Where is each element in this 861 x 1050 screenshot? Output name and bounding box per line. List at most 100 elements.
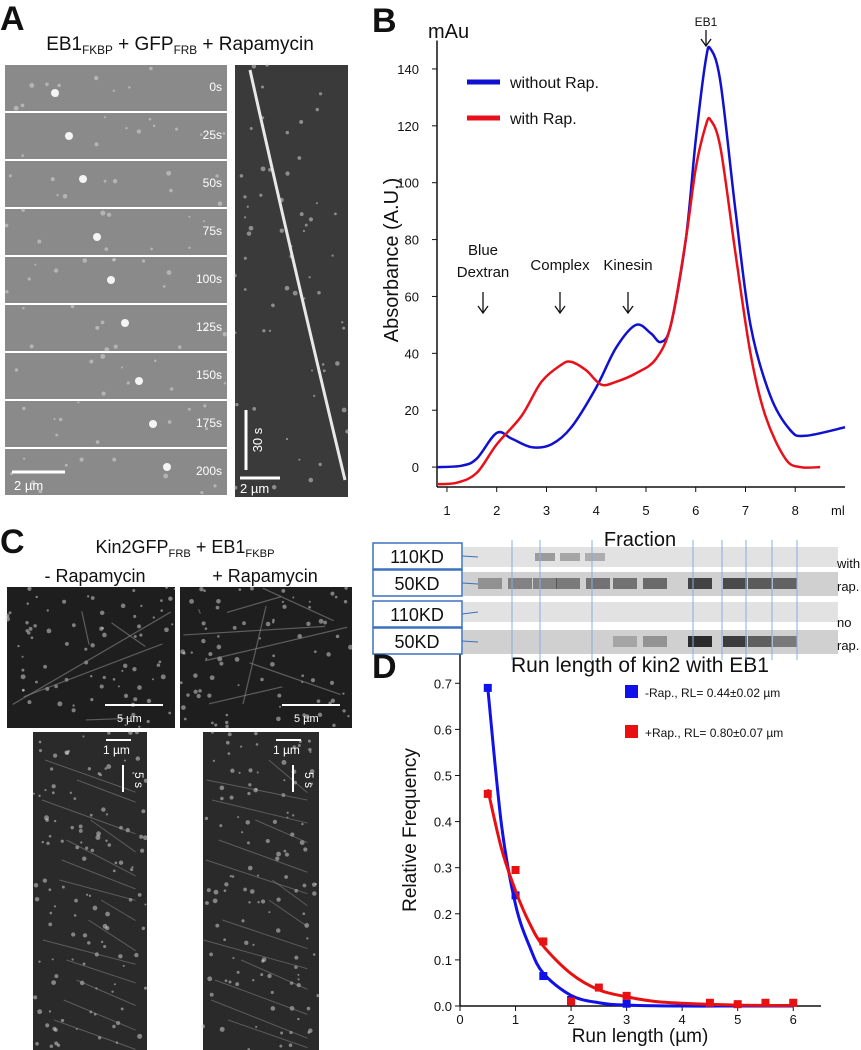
speckle bbox=[310, 782, 314, 785]
x-tick-label: 0 bbox=[456, 1012, 463, 1027]
annotation: Kinesin bbox=[603, 257, 652, 274]
speckle bbox=[212, 898, 218, 904]
speckle bbox=[133, 697, 138, 702]
filament bbox=[183, 625, 326, 636]
speckle bbox=[118, 954, 123, 959]
y-tick-label: 140 bbox=[397, 62, 419, 77]
speckle bbox=[281, 793, 286, 797]
micrograph bbox=[5, 353, 227, 399]
speckle bbox=[253, 787, 258, 793]
speckle bbox=[216, 375, 220, 378]
kymo-streak bbox=[268, 899, 308, 927]
legend-swatch bbox=[625, 725, 638, 738]
speckle bbox=[169, 188, 173, 193]
gel-band bbox=[613, 578, 637, 589]
speckle bbox=[285, 437, 289, 441]
speckle bbox=[152, 616, 156, 619]
speckle bbox=[20, 674, 26, 680]
speckle bbox=[38, 740, 42, 744]
speckle bbox=[160, 674, 166, 680]
speckle bbox=[87, 941, 91, 945]
speckle bbox=[165, 585, 169, 589]
speckle bbox=[136, 129, 141, 134]
speckle bbox=[95, 987, 98, 990]
speckle bbox=[94, 142, 99, 147]
speckle bbox=[22, 688, 25, 692]
speckle bbox=[104, 347, 110, 352]
micrograph bbox=[5, 305, 227, 351]
speckle bbox=[260, 677, 264, 682]
speckle bbox=[87, 767, 92, 771]
speckle bbox=[220, 796, 224, 801]
speckle bbox=[213, 484, 217, 488]
point bbox=[539, 972, 548, 981]
marker-box bbox=[372, 600, 463, 628]
speckle bbox=[225, 720, 229, 725]
x-tick-label: 5 bbox=[734, 1012, 741, 1027]
speckle bbox=[82, 735, 85, 738]
arrow-head bbox=[622, 305, 634, 315]
speckle bbox=[95, 440, 100, 444]
speckle bbox=[49, 1044, 54, 1048]
speckle bbox=[284, 875, 289, 879]
gel-band bbox=[688, 578, 712, 589]
point bbox=[622, 991, 631, 1000]
speckle bbox=[111, 990, 114, 993]
condition: - Rapamycin bbox=[44, 566, 145, 586]
marker-box bbox=[372, 627, 463, 655]
speckle bbox=[348, 644, 353, 650]
gel-condition: rap. bbox=[837, 638, 859, 653]
speckle bbox=[112, 89, 116, 92]
speckle bbox=[219, 1026, 225, 1032]
speckle bbox=[215, 605, 220, 610]
marker-link bbox=[461, 582, 479, 585]
speckle bbox=[205, 657, 208, 660]
speckle bbox=[323, 620, 328, 625]
speckle bbox=[137, 892, 142, 897]
speckle bbox=[135, 756, 141, 761]
speckle bbox=[239, 174, 244, 178]
speckle bbox=[256, 771, 259, 774]
speckle bbox=[82, 258, 88, 263]
speckle bbox=[289, 1006, 295, 1011]
speckle bbox=[55, 433, 59, 437]
speckle bbox=[60, 1018, 65, 1023]
point bbox=[483, 789, 492, 798]
speckle bbox=[167, 420, 172, 424]
speckle bbox=[238, 771, 241, 774]
micrograph bbox=[5, 65, 227, 111]
speckle bbox=[312, 953, 316, 956]
speckle bbox=[202, 220, 206, 223]
kymo-streak bbox=[271, 879, 308, 907]
speckle bbox=[245, 820, 250, 825]
speckle bbox=[130, 867, 134, 872]
speckle bbox=[262, 329, 266, 333]
speckle bbox=[50, 177, 55, 182]
subscript: FKBP bbox=[245, 548, 274, 560]
speckle bbox=[131, 866, 134, 869]
point bbox=[733, 1000, 742, 1009]
marker-link bbox=[461, 555, 479, 558]
kymo-streak bbox=[206, 779, 308, 801]
filament bbox=[81, 611, 90, 645]
time-label: 175s bbox=[196, 416, 222, 430]
speckle bbox=[227, 752, 231, 755]
speckle bbox=[292, 596, 295, 599]
speckle bbox=[283, 779, 286, 782]
speckle bbox=[308, 605, 311, 609]
gel-band bbox=[560, 553, 580, 561]
speckle bbox=[33, 995, 38, 1000]
y-tick-label: 0.3 bbox=[434, 861, 452, 876]
speckle bbox=[71, 958, 74, 961]
speckle bbox=[34, 263, 37, 266]
speckle bbox=[321, 363, 325, 366]
subscript: FRB bbox=[169, 548, 191, 560]
speckle bbox=[225, 740, 230, 745]
speckle bbox=[101, 626, 104, 630]
speckle bbox=[225, 713, 229, 717]
speckle bbox=[316, 994, 320, 998]
legend-label: with Rap. bbox=[509, 111, 577, 128]
speckle bbox=[310, 678, 316, 683]
speckle bbox=[88, 894, 92, 898]
marker-box bbox=[372, 542, 463, 570]
